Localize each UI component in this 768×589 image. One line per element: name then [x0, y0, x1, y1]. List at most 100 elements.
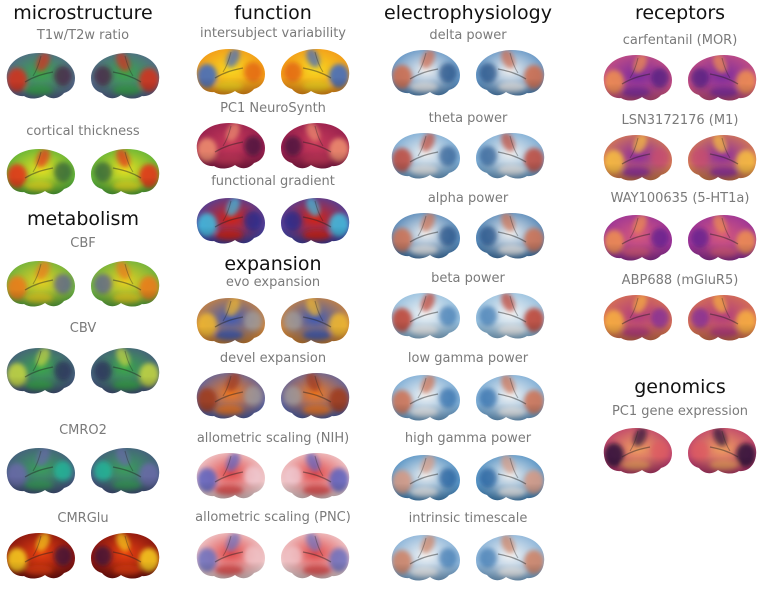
brain-map-pair — [3, 345, 163, 397]
brain-map-pair — [600, 132, 760, 184]
brain-map-pair — [3, 258, 163, 310]
brain-map-pair — [193, 46, 353, 98]
brain-hemisphere-left — [196, 298, 266, 344]
map-label: CMRGlu — [57, 511, 109, 526]
map-label: allometric scaling (NIH) — [196, 431, 350, 446]
brain-hemisphere-right — [280, 298, 350, 344]
map-label: carfentanil (MOR) — [622, 33, 738, 48]
map-label: CBV — [69, 321, 97, 336]
brain-map-pair — [193, 450, 353, 502]
brain-map-pair — [3, 530, 163, 582]
brain-hemisphere-right — [90, 261, 160, 307]
brain-hemisphere-right — [280, 373, 350, 419]
map-label: evo expansion — [225, 275, 321, 290]
brain-map-pair — [388, 210, 548, 262]
brain-map-pair — [388, 532, 548, 584]
brain-hemisphere-right — [475, 535, 545, 581]
brain-map-pair — [600, 292, 760, 344]
brain-hemisphere-left — [196, 123, 266, 169]
brain-hemisphere-right — [687, 135, 757, 181]
map-label: cortical thickness — [26, 124, 140, 139]
section-title: electrophysiology — [384, 2, 552, 24]
brain-hemisphere-left — [6, 53, 76, 99]
brain-hemisphere-left — [6, 261, 76, 307]
map-label: allometric scaling (PNC) — [195, 510, 351, 525]
map-label: devel expansion — [219, 351, 327, 366]
section-title: expansion — [224, 253, 322, 275]
section-title: receptors — [634, 2, 726, 24]
brain-hemisphere-right — [475, 50, 545, 96]
map-label: CBF — [70, 236, 96, 251]
map-label: T1w/T2w ratio — [36, 28, 130, 43]
brain-map-pair — [600, 212, 760, 264]
brain-hemisphere-right — [687, 428, 757, 474]
brain-hemisphere-right — [280, 533, 350, 579]
brain-hemisphere-left — [6, 533, 76, 579]
brain-map-pair — [600, 425, 760, 477]
map-label: WAY100635 (5-HT1a) — [610, 191, 750, 206]
brain-hemisphere-left — [391, 213, 461, 259]
brain-hemisphere-right — [280, 49, 350, 95]
brain-hemisphere-left — [391, 293, 461, 339]
brain-hemisphere-left — [391, 535, 461, 581]
brain-hemisphere-right — [475, 213, 545, 259]
map-label: CMRO2 — [59, 423, 107, 438]
brain-hemisphere-left — [6, 448, 76, 494]
brain-map-pair — [193, 120, 353, 172]
brain-hemisphere-right — [687, 295, 757, 341]
brain-hemisphere-left — [603, 215, 673, 261]
brain-hemisphere-left — [6, 348, 76, 394]
brain-map-pair — [600, 52, 760, 104]
map-label: PC1 NeuroSynth — [220, 101, 326, 116]
section-title: microstructure — [13, 2, 153, 24]
brain-hemisphere-right — [687, 215, 757, 261]
section-title: genomics — [634, 376, 726, 398]
brain-hemisphere-left — [196, 198, 266, 244]
brain-hemisphere-right — [90, 448, 160, 494]
brain-map-pair — [388, 47, 548, 99]
brain-hemisphere-right — [475, 133, 545, 179]
brain-hemisphere-right — [280, 198, 350, 244]
brain-hemisphere-left — [196, 533, 266, 579]
section-title: metabolism — [27, 208, 139, 230]
brain-map-pair — [193, 370, 353, 422]
brain-hemisphere-right — [687, 55, 757, 101]
map-label: theta power — [428, 111, 508, 126]
brain-hemisphere-right — [475, 375, 545, 421]
brain-map-pair — [193, 530, 353, 582]
brain-map-pair — [388, 372, 548, 424]
brain-hemisphere-right — [90, 53, 160, 99]
map-label: PC1 gene expression — [611, 404, 749, 419]
brain-hemisphere-left — [603, 295, 673, 341]
brain-hemisphere-left — [603, 135, 673, 181]
map-label: intrinsic timescale — [408, 511, 528, 526]
map-label: beta power — [431, 271, 505, 286]
brain-hemisphere-right — [475, 293, 545, 339]
brain-hemisphere-right — [280, 123, 350, 169]
section-title: function — [234, 2, 312, 24]
brain-map-pair — [193, 295, 353, 347]
map-label: low gamma power — [407, 351, 529, 366]
brain-map-pair — [388, 290, 548, 342]
brain-hemisphere-right — [90, 533, 160, 579]
brain-map-pair — [193, 195, 353, 247]
brain-hemisphere-right — [90, 149, 160, 195]
brain-hemisphere-right — [280, 453, 350, 499]
brain-hemisphere-left — [603, 428, 673, 474]
map-label: delta power — [429, 28, 507, 43]
map-label: intersubject variability — [199, 26, 347, 41]
brain-hemisphere-left — [391, 133, 461, 179]
brain-hemisphere-left — [603, 55, 673, 101]
brain-hemisphere-left — [391, 50, 461, 96]
brain-map-pair — [388, 452, 548, 504]
brain-hemisphere-left — [196, 373, 266, 419]
brain-map-pair — [3, 50, 163, 102]
map-label: alpha power — [427, 191, 509, 206]
map-label: ABP688 (mGluR5) — [621, 273, 739, 288]
map-label: LSN3172176 (M1) — [621, 113, 739, 128]
brain-hemisphere-right — [475, 455, 545, 501]
brain-map-pair — [3, 445, 163, 497]
map-label: functional gradient — [211, 174, 335, 189]
brain-hemisphere-left — [196, 453, 266, 499]
map-label: high gamma power — [404, 431, 532, 446]
